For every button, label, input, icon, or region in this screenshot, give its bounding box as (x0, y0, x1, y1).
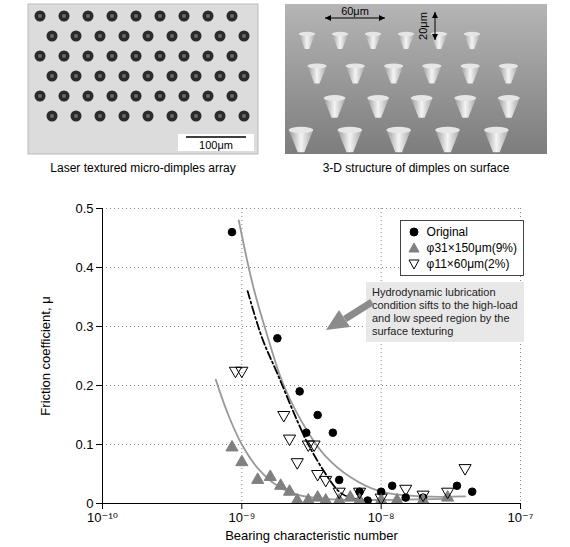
svg-text:0: 0 (86, 496, 93, 511)
svg-text:0.3: 0.3 (75, 319, 93, 334)
svg-text:0.1: 0.1 (75, 437, 93, 452)
html-text:Hydrodynamic lubrication condi: Hydrodynamic lubrication condition sifts… (372, 286, 518, 337)
svg-text:0.5: 0.5 (75, 201, 93, 216)
svg-text:20μm: 20μm (417, 12, 429, 40)
svg-text:100μm: 100μm (199, 139, 233, 151)
svg-text:Laser textured micro-dimples a: Laser textured micro-dimples array (50, 161, 235, 175)
html-text:Original: Original (426, 225, 468, 239)
svg-text:10⁻⁷: 10⁻⁷ (507, 510, 533, 525)
html-text:φ11×60μm(2%): φ11×60μm(2%) (426, 257, 510, 271)
svg-text:60μm: 60μm (341, 5, 369, 17)
svg-text:3-D structure of dimples on su: 3-D structure of dimples on surface (323, 161, 510, 175)
svg-text:0.4: 0.4 (75, 260, 93, 275)
svg-text:10⁻⁸: 10⁻⁸ (368, 510, 395, 525)
svg-text:10⁻¹⁰: 10⁻¹⁰ (87, 510, 118, 525)
svg-text:10⁻⁹: 10⁻⁹ (228, 510, 255, 525)
svg-text:Bearing characteristic number: Bearing characteristic number (225, 528, 398, 543)
svg-text:Friction coefficient, μ: Friction coefficient, μ (38, 296, 53, 415)
svg-text:0.2: 0.2 (75, 378, 93, 393)
html-text:φ31×150μm(9%): φ31×150μm(9%) (426, 241, 517, 255)
